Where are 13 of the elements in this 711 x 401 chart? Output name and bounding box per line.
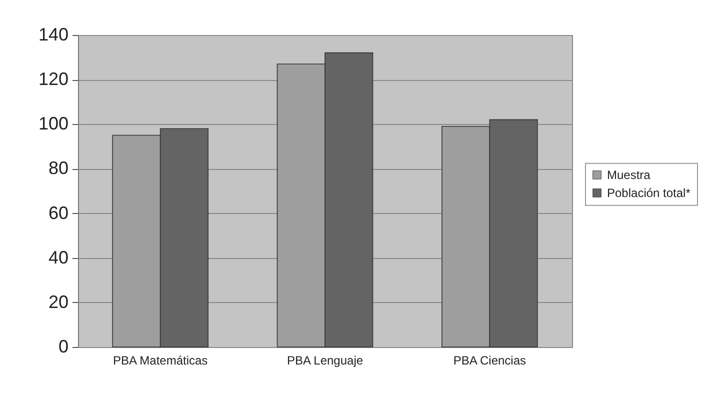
legend-label: Población total* bbox=[607, 186, 691, 200]
y-tick-label: 0 bbox=[58, 336, 68, 356]
x-tick-label: PBA Matemáticas bbox=[112, 354, 208, 368]
y-tick-label: 20 bbox=[48, 292, 68, 312]
y-tick-label: 80 bbox=[48, 158, 68, 178]
legend-label: Muestra bbox=[607, 168, 651, 182]
y-tick-label: 140 bbox=[38, 24, 68, 44]
y-tick-label: 60 bbox=[48, 202, 68, 223]
y-tick-label: 120 bbox=[38, 69, 68, 90]
y-tick-label: 40 bbox=[48, 247, 68, 268]
x-tick-label: PBA Ciencias bbox=[453, 354, 526, 368]
y-tick-label: 100 bbox=[38, 114, 68, 134]
x-tick-label: PBA Lenguaje bbox=[286, 354, 364, 368]
